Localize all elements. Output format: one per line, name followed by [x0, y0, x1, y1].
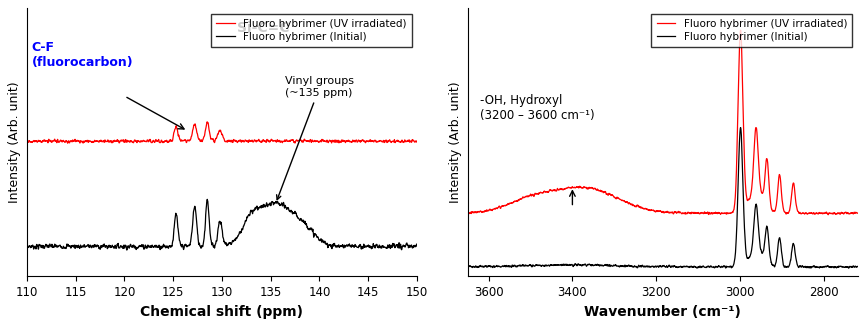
- Fluoro hybrimer (UV irradiated): [203, 121, 213, 125]
- Fluoro hybrimer (Initial): [474, 265, 484, 269]
- Fluoro hybrimer (Initial): [673, 265, 683, 269]
- Text: C-F
(fluorocarbon): C-F (fluorocarbon): [32, 41, 133, 69]
- Fluoro hybrimer (Initial): [244, 214, 255, 218]
- Fluoro hybrimer (Initial): [412, 243, 423, 247]
- Fluoro hybrimer (Initial): [545, 263, 555, 267]
- Fluoro hybrimer (UV irradiated): [52, 140, 62, 144]
- Fluoro hybrimer (UV irradiated): [473, 210, 483, 214]
- Fluoro hybrimer (Initial): [203, 202, 213, 206]
- Fluoro hybrimer (Initial): [202, 198, 212, 201]
- Line: Fluoro hybrimer (Initial): Fluoro hybrimer (Initial): [468, 128, 857, 268]
- Fluoro hybrimer (UV irradiated): [852, 211, 863, 215]
- Fluoro hybrimer (UV irradiated): [462, 211, 473, 215]
- Fluoro hybrimer (Initial): [473, 265, 483, 269]
- Fluoro hybrimer (Initial): [852, 265, 863, 268]
- Fluoro hybrimer (Initial): [843, 266, 854, 270]
- Fluoro hybrimer (UV irradiated): [187, 128, 197, 132]
- Fluoro hybrimer (UV irradiated): [735, 28, 746, 32]
- Fluoro hybrimer (UV irradiated): [673, 210, 683, 214]
- Fluoro hybrimer (Initial): [68, 244, 78, 248]
- X-axis label: Wavenumber (cm⁻¹): Wavenumber (cm⁻¹): [585, 305, 741, 319]
- Fluoro hybrimer (Initial): [121, 248, 132, 252]
- Fluoro hybrimer (Initial): [52, 245, 62, 249]
- Fluoro hybrimer (UV irradiated): [662, 210, 673, 214]
- Fluoro hybrimer (UV irradiated): [244, 138, 255, 142]
- Line: Fluoro hybrimer (UV irradiated): Fluoro hybrimer (UV irradiated): [468, 30, 857, 215]
- Fluoro hybrimer (UV irradiated): [832, 211, 843, 215]
- Text: Vinyl groups
(~135 ppm): Vinyl groups (~135 ppm): [276, 76, 354, 200]
- Y-axis label: Intensity (Arb. unit): Intensity (Arb. unit): [449, 81, 462, 203]
- Legend: Fluoro hybrimer (UV irradiated), Fluoro hybrimer (Initial): Fluoro hybrimer (UV irradiated), Fluoro …: [210, 13, 412, 47]
- Fluoro hybrimer (UV irradiated): [202, 120, 212, 124]
- Fluoro hybrimer (UV irradiated): [823, 213, 833, 217]
- Legend: Fluoro hybrimer (UV irradiated), Fluoro hybrimer (Initial): Fluoro hybrimer (UV irradiated), Fluoro …: [651, 13, 852, 47]
- Fluoro hybrimer (Initial): [196, 245, 206, 249]
- Fluoro hybrimer (UV irradiated): [68, 139, 79, 143]
- Fluoro hybrimer (UV irradiated): [412, 139, 423, 143]
- Line: Fluoro hybrimer (Initial): Fluoro hybrimer (Initial): [27, 199, 417, 250]
- Fluoro hybrimer (UV irradiated): [62, 141, 73, 145]
- Fluoro hybrimer (Initial): [735, 126, 746, 129]
- Y-axis label: Intensity (Arb. unit): Intensity (Arb. unit): [9, 81, 22, 203]
- Fluoro hybrimer (UV irradiated): [196, 138, 206, 142]
- Fluoro hybrimer (Initial): [462, 265, 473, 268]
- Fluoro hybrimer (Initial): [187, 222, 197, 226]
- Fluoro hybrimer (Initial): [832, 266, 843, 269]
- Fluoro hybrimer (Initial): [22, 244, 32, 248]
- Fluoro hybrimer (UV irradiated): [22, 139, 32, 143]
- Fluoro hybrimer (Initial): [662, 265, 673, 269]
- Fluoro hybrimer (UV irradiated): [545, 188, 555, 192]
- Line: Fluoro hybrimer (UV irradiated): Fluoro hybrimer (UV irradiated): [27, 122, 417, 143]
- X-axis label: Chemical shift (ppm): Chemical shift (ppm): [140, 305, 303, 319]
- Text: Si-C=C: Si-C=C: [236, 21, 289, 35]
- Text: -OH, Hydroxyl
(3200 – 3600 cm⁻¹): -OH, Hydroxyl (3200 – 3600 cm⁻¹): [480, 95, 595, 123]
- Fluoro hybrimer (UV irradiated): [474, 210, 484, 214]
